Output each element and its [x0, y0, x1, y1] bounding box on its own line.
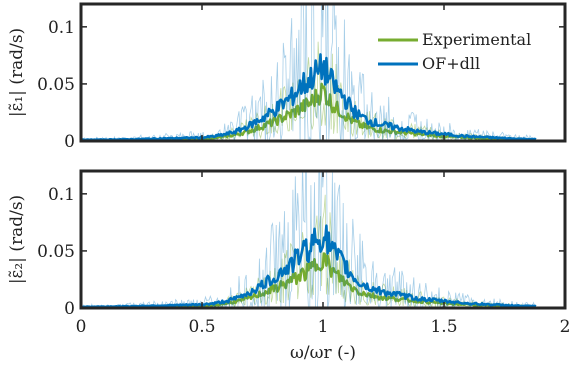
legend-label: Experimental	[422, 30, 531, 49]
y-axis-label: |ε̃₂| (rad/s)	[7, 195, 27, 284]
series-envelope-ofdll	[81, 4, 536, 141]
x-axis-label: ω/ωr (-)	[290, 343, 356, 363]
series-line-ofdll	[81, 224, 537, 308]
legend-label: OF+dll	[422, 54, 480, 73]
y-axis-unit: (rad/s)	[7, 28, 27, 85]
x-axis-unit: (-)	[337, 343, 356, 363]
y-axis-symbol: |ε̃₂|	[7, 252, 27, 284]
y-axis-label: |ε̃₁| (rad/s)	[7, 28, 27, 117]
y-tick-label: 0.05	[37, 242, 75, 262]
x-tick-label: 0.5	[188, 317, 215, 337]
x-tick-label: 1	[318, 317, 329, 337]
top-panel: 0 0.05 0.1 |ε̃₁| (rad/s) Experimental OF+dll	[7, 2, 567, 152]
plot-area	[81, 4, 537, 141]
y-axis-symbol: |ε̃₁|	[7, 85, 27, 117]
y-tick-label: 0	[64, 299, 75, 319]
bottom-panel: 0 0.05 0.1 0 0.5 1 1.5 2 |ε̃₂| (rad/s) ω/ωr (-)	[7, 169, 570, 363]
x-axis-symbol: ω/ωr	[290, 343, 337, 363]
x-tick-label: 1.5	[430, 317, 457, 337]
x-tick-label: 2	[560, 317, 570, 337]
y-tick-label: 0.1	[48, 18, 75, 38]
y-tick-label: 0.1	[48, 185, 75, 205]
series-line-ofdll	[81, 53, 537, 141]
y-axis-unit: (rad/s)	[7, 195, 27, 252]
x-tick-label: 0	[76, 317, 87, 337]
y-tick-label: 0	[64, 132, 75, 152]
y-tick-label: 0.05	[37, 75, 75, 95]
